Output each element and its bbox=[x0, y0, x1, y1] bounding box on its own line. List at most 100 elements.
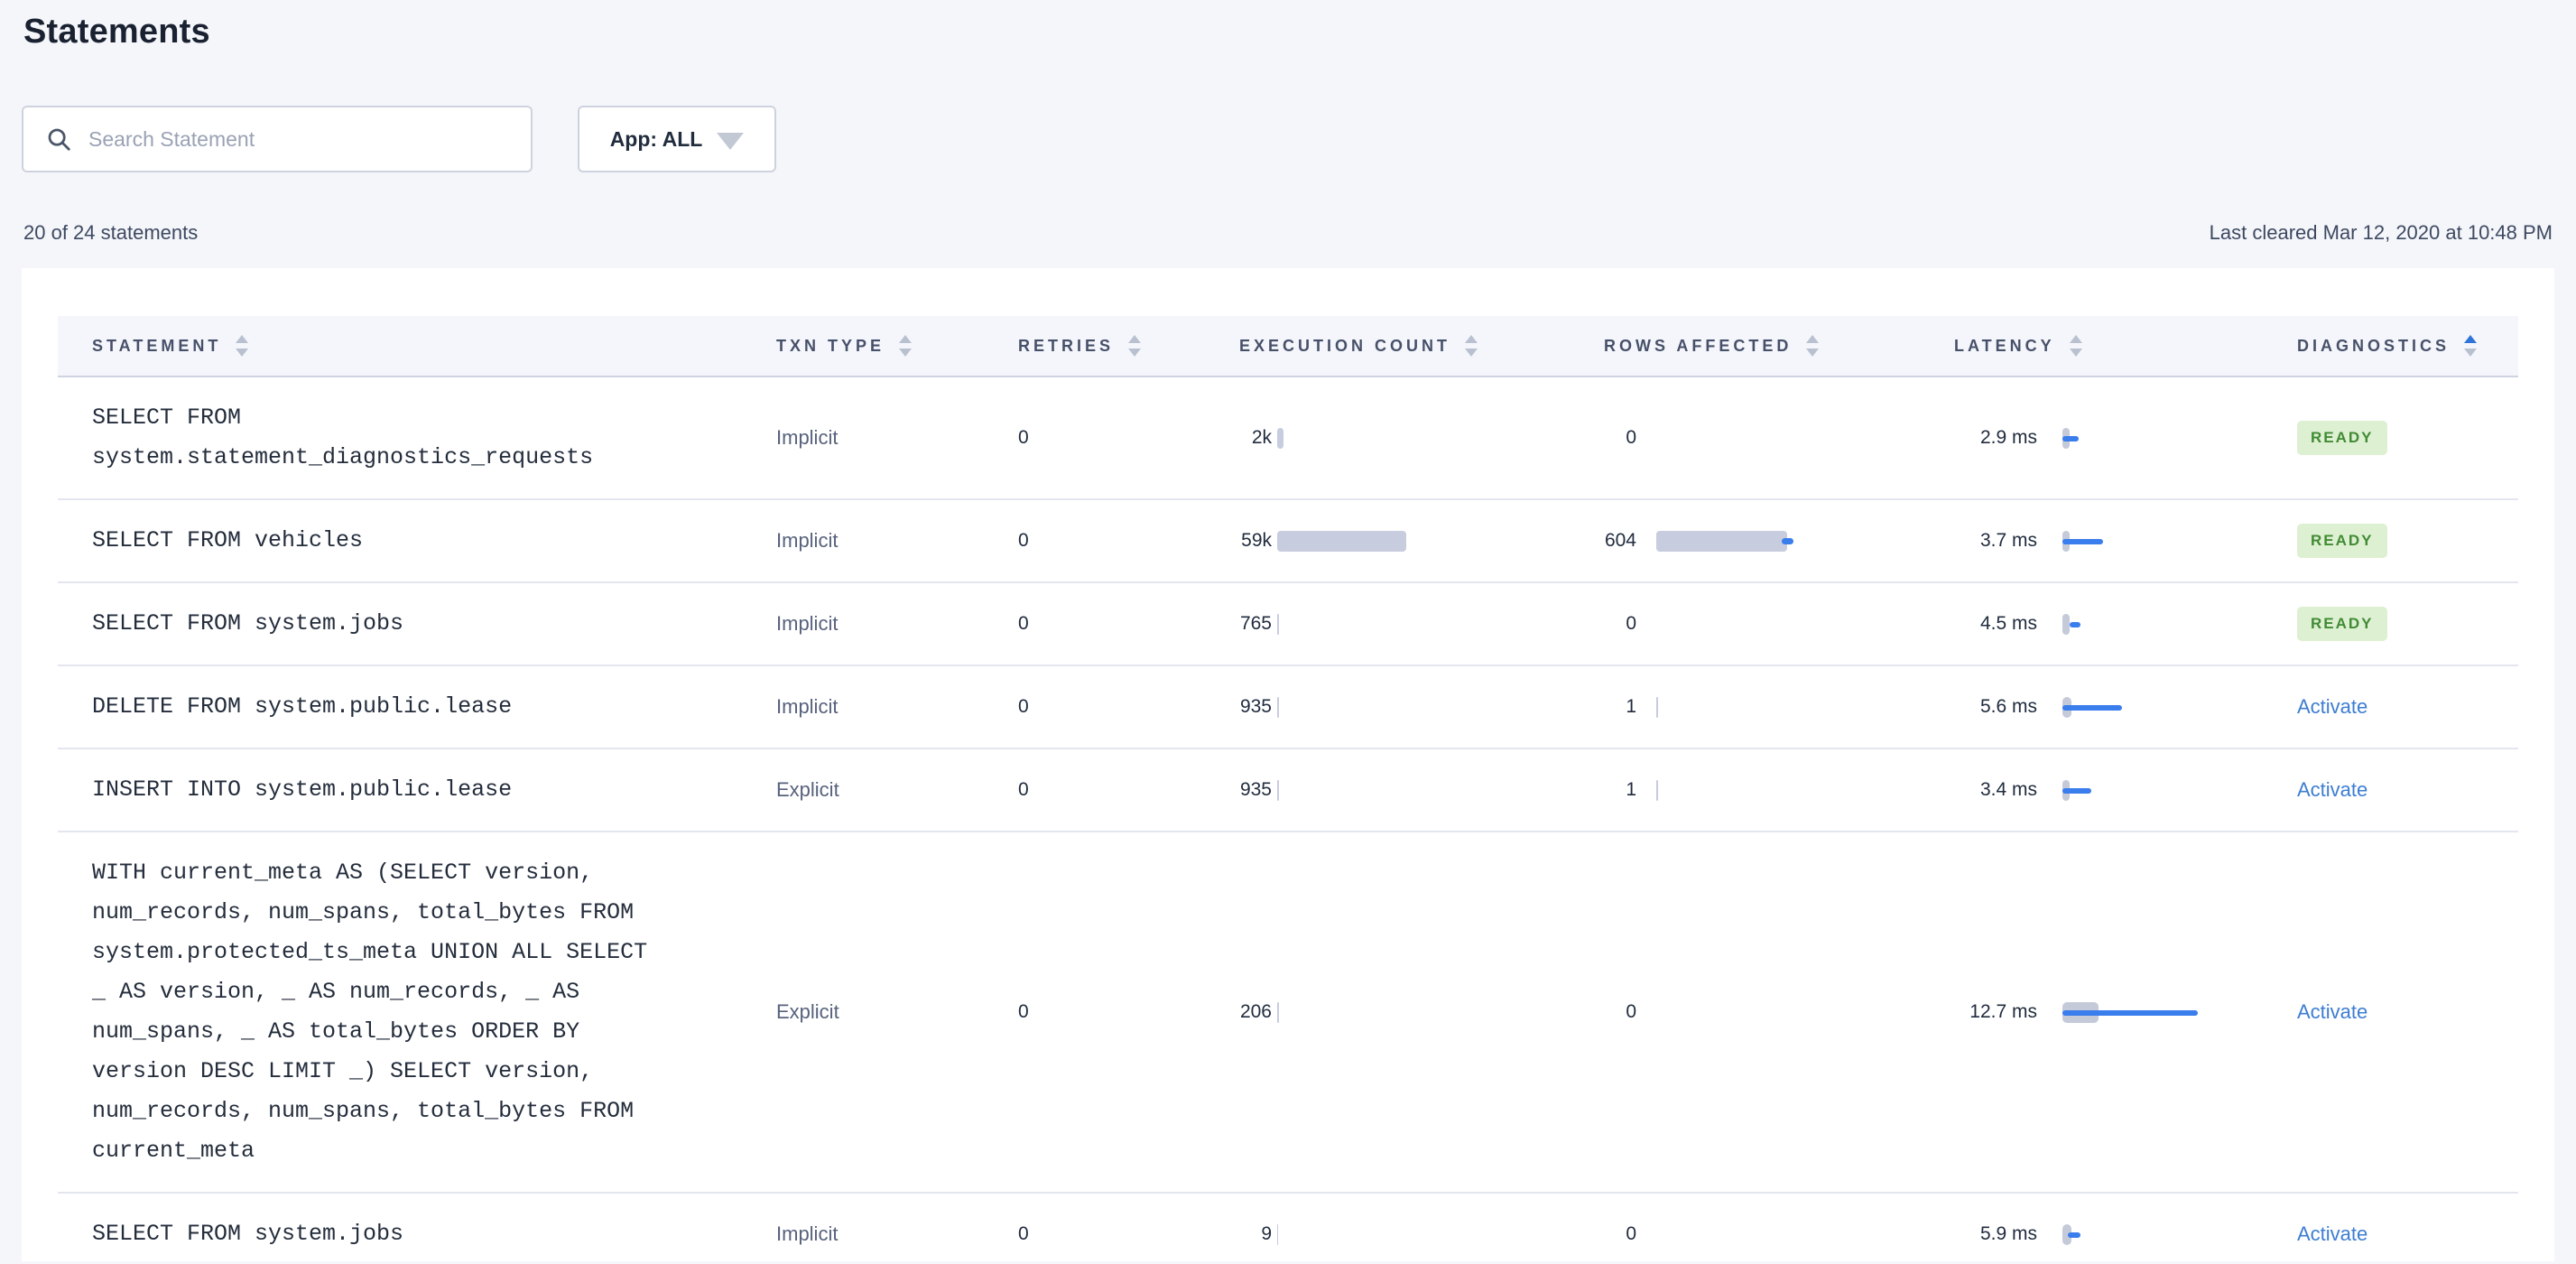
sort-arrows[interactable] bbox=[1806, 335, 1820, 357]
execution-count-bar-fill bbox=[1277, 696, 1279, 718]
latency-bar bbox=[2062, 1001, 2297, 1023]
execution-count-cell: 935 bbox=[1239, 665, 1604, 749]
sort-arrows[interactable] bbox=[2464, 335, 2478, 357]
execution-count-bar-fill bbox=[1277, 1223, 1278, 1245]
latency-value: 5.9 ms bbox=[1979, 1223, 2037, 1244]
latency-cell: 5.9 ms bbox=[1954, 1193, 2297, 1264]
column-header-execution-count[interactable]: EXECUTION COUNT bbox=[1239, 316, 1604, 377]
sort-arrows[interactable] bbox=[236, 335, 249, 357]
last-cleared-timestamp: Last cleared Mar 12, 2020 at 10:48 PM bbox=[2209, 221, 2553, 244]
column-header-rows-affected[interactable]: ROWS AFFECTED bbox=[1604, 316, 1954, 377]
execution-count-value: 59k bbox=[1241, 530, 1272, 551]
sort-desc-icon bbox=[1128, 349, 1142, 357]
statement-link[interactable]: WITH current_meta AS (SELECT version, nu… bbox=[92, 860, 648, 1164]
latency-value: 5.6 ms bbox=[1979, 696, 2037, 717]
rows-affected-cell: 1 bbox=[1604, 665, 1954, 749]
latency-value: 3.4 ms bbox=[1979, 779, 2037, 800]
retries-value: 0 bbox=[1018, 613, 1029, 634]
column-header-label: RETRIES bbox=[1018, 336, 1115, 355]
execution-count-bar-fill bbox=[1277, 1001, 1279, 1023]
statement-link[interactable]: SELECT FROM system.jobs bbox=[92, 1221, 404, 1247]
table-row: INSERT INTO system.public.lease Explicit 0… bbox=[58, 748, 2518, 832]
statement-link[interactable]: INSERT INTO system.public.lease bbox=[92, 776, 513, 803]
search-icon bbox=[48, 128, 70, 151]
txn-type-value: Implicit bbox=[776, 695, 839, 718]
rows-affected-bar-fill bbox=[1656, 696, 1658, 718]
statement-cell: SELECT FROM system.jobs bbox=[58, 1193, 776, 1264]
diagnostics-cell: READY bbox=[2297, 582, 2518, 666]
execution-count-bar bbox=[1277, 427, 1604, 449]
diagnostics-activate-link[interactable]: Activate bbox=[2297, 778, 2368, 801]
statement-link[interactable]: DELETE FROM system.public.lease bbox=[92, 693, 513, 720]
execution-count-bar bbox=[1277, 1001, 1604, 1023]
diagnostics-cell: Activate bbox=[2297, 665, 2518, 749]
rows-affected-bar bbox=[1656, 614, 1954, 635]
retries-value: 0 bbox=[1018, 696, 1029, 717]
column-header-statement[interactable]: STATEMENT bbox=[58, 316, 776, 377]
txn-type-value: Implicit bbox=[776, 529, 839, 552]
txn-type-cell: Implicit bbox=[776, 499, 1018, 583]
diagnostics-activate-link[interactable]: Activate bbox=[2297, 1000, 2368, 1023]
rows-affected-value: 0 bbox=[1626, 1001, 1636, 1022]
search-box[interactable] bbox=[22, 106, 533, 172]
latency-value: 2.9 ms bbox=[1979, 427, 2037, 448]
column-header-txn-type[interactable]: TXN TYPE bbox=[776, 316, 1018, 377]
column-header-label: ROWS AFFECTED bbox=[1604, 336, 1793, 355]
column-header-retries[interactable]: RETRIES bbox=[1018, 316, 1239, 377]
latency-cell: 3.7 ms bbox=[1954, 499, 2297, 583]
table-header-row: STATEMENT TXN TYPE RETRIES EXECUTION COUNT R… bbox=[58, 316, 2518, 377]
diagnostics-ready-badge[interactable]: READY bbox=[2297, 421, 2387, 455]
execution-count-cell: 206 bbox=[1239, 832, 1604, 1194]
app-filter-dropdown[interactable]: App: ALL bbox=[578, 106, 776, 172]
rows-affected-bar-fill bbox=[1656, 779, 1658, 801]
diagnostics-cell: Activate bbox=[2297, 832, 2518, 1194]
sort-desc-icon bbox=[899, 349, 913, 357]
latency-mean-bar bbox=[2062, 704, 2122, 711]
txn-type-cell: Explicit bbox=[776, 832, 1018, 1194]
execution-count-value: 935 bbox=[1239, 696, 1272, 717]
execution-count-bar-fill bbox=[1277, 779, 1279, 801]
rows-affected-bar bbox=[1656, 696, 1954, 718]
sort-arrows[interactable] bbox=[1465, 335, 1478, 357]
sort-arrows[interactable] bbox=[899, 335, 913, 357]
statement-link[interactable]: SELECT FROM system.jobs bbox=[92, 610, 404, 637]
statement-cell: DELETE FROM system.public.lease bbox=[58, 665, 776, 749]
sort-arrows[interactable] bbox=[2069, 335, 2082, 357]
table-row: WITH current_meta AS (SELECT version, nu… bbox=[58, 832, 2518, 1194]
diagnostics-activate-link[interactable]: Activate bbox=[2297, 695, 2368, 718]
diagnostics-ready-badge[interactable]: READY bbox=[2297, 524, 2387, 558]
statement-link[interactable]: SELECT FROM vehicles bbox=[92, 527, 364, 553]
page-title: Statements bbox=[23, 13, 210, 51]
column-header-label: LATENCY bbox=[1954, 336, 2055, 355]
column-header-label: TXN TYPE bbox=[776, 336, 885, 355]
diagnostics-activate-link[interactable]: Activate bbox=[2297, 1222, 2368, 1245]
sort-asc-icon bbox=[1128, 335, 1142, 343]
retries-cell: 0 bbox=[1018, 582, 1239, 666]
execution-count-cell: 59k bbox=[1239, 499, 1604, 583]
statements-table-card: STATEMENT TXN TYPE RETRIES EXECUTION COUNT R… bbox=[22, 268, 2554, 1264]
retries-value: 0 bbox=[1018, 1223, 1029, 1244]
latency-cell: 12.7 ms bbox=[1954, 832, 2297, 1194]
table-row: SELECT FROM system.jobs Implicit 0 765 0 4.5 … bbox=[58, 582, 2518, 666]
execution-count-bar-fill bbox=[1277, 613, 1279, 635]
execution-count-bar bbox=[1277, 530, 1604, 552]
latency-value: 12.7 ms bbox=[1969, 1001, 2037, 1022]
execution-count-bar bbox=[1277, 613, 1604, 635]
column-header-diagnostics[interactable]: DIAGNOSTICS bbox=[2297, 316, 2518, 377]
statement-link[interactable]: SELECT FROM system.statement_diagnostics… bbox=[92, 404, 594, 470]
diagnostics-ready-badge[interactable]: READY bbox=[2297, 607, 2387, 641]
diagnostics-cell: READY bbox=[2297, 376, 2518, 500]
sort-asc-icon bbox=[2069, 335, 2082, 343]
column-header-label: EXECUTION COUNT bbox=[1239, 336, 1451, 355]
rows-affected-bar bbox=[1656, 428, 1954, 449]
latency-bar bbox=[2062, 1223, 2297, 1245]
latency-bar bbox=[2062, 530, 2297, 552]
column-header-latency[interactable]: LATENCY bbox=[1954, 316, 2297, 377]
diagnostics-cell: Activate bbox=[2297, 1193, 2518, 1264]
sort-arrows[interactable] bbox=[1128, 335, 1142, 357]
sort-desc-icon bbox=[2069, 349, 2082, 357]
txn-type-value: Implicit bbox=[776, 426, 839, 449]
execution-count-bar-fill bbox=[1277, 427, 1283, 449]
search-input[interactable] bbox=[88, 110, 513, 168]
table-row: SELECT FROM vehicles Implicit 0 59k 604 3.7 m… bbox=[58, 499, 2518, 583]
